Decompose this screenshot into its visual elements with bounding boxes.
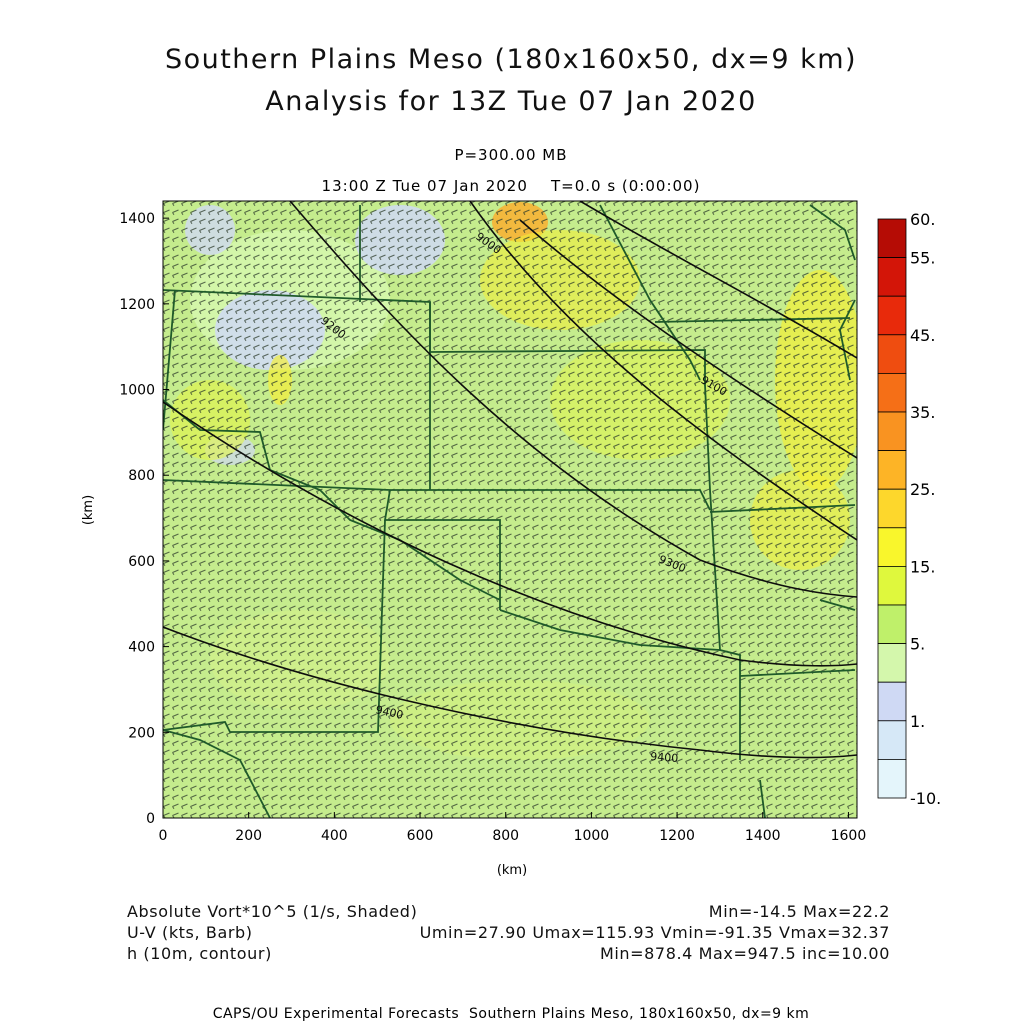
plot-frame <box>162 200 858 819</box>
contour-9400 <box>163 401 857 667</box>
field1-stats: Min=-14.5 Max=22.2 <box>708 902 890 921</box>
colorbar-cell <box>877 604 907 644</box>
colorbar-label: 35. <box>910 403 935 422</box>
colorbar-cell <box>877 527 907 567</box>
colorbar-cell <box>877 218 907 258</box>
contour-9400-south <box>163 626 857 759</box>
colorbar-label: -10. <box>910 789 941 808</box>
title-line-1: Southern Plains Meso (180x160x50, dx=9 k… <box>164 44 858 75</box>
colorbar-cell <box>877 450 907 490</box>
y-axis-label: (km) <box>81 495 96 525</box>
state-boundaries <box>163 204 856 818</box>
colorbar-cell <box>877 720 907 760</box>
height-contours <box>163 201 857 759</box>
x-tick-label: 400 <box>321 828 348 844</box>
y-tick-label: 400 <box>128 640 155 656</box>
colorbar-label: 1. <box>910 712 925 731</box>
y-tick-label: 1200 <box>119 297 155 313</box>
contour-9200 <box>469 201 857 541</box>
contour-9100 <box>519 219 857 459</box>
field3-stats: Min=878.4 Max=947.5 inc=10.00 <box>599 944 890 963</box>
x-tick-label: 1200 <box>659 828 695 844</box>
colorbar-cell <box>877 372 907 413</box>
colorbar-label: 25. <box>910 480 935 499</box>
contour-9300 <box>289 201 857 598</box>
colorbar-cell <box>877 411 907 451</box>
y-tick-label: 1400 <box>119 211 155 227</box>
contour-label-1: 9400 <box>374 703 404 722</box>
x-tick-label: 0 <box>159 828 168 844</box>
map-axes: 0 200 400 600 800 1000 1200 1400 1600 0 200 400 600 8… <box>119 211 866 844</box>
y-tick-label: 0 <box>146 811 155 827</box>
colorbar-label: 5. <box>910 635 925 654</box>
x-tick-label: 800 <box>492 828 519 844</box>
y-tick-label: 600 <box>128 554 155 570</box>
colorbar-label: 55. <box>910 249 935 268</box>
x-axis-label: (km) <box>497 863 527 878</box>
footer-credit: CAPS/OU Experimental Forecasts Southern … <box>212 1006 810 1022</box>
map-plot-area: 9400 9400 9300 9200 9100 9000 <box>163 201 857 818</box>
x-tick-label: 200 <box>235 828 262 844</box>
x-tick-label: 600 <box>407 828 434 844</box>
y-tick-label: 200 <box>128 725 155 741</box>
colorbar-cell <box>877 643 907 683</box>
wind-barbs <box>163 201 857 818</box>
colorbar-cell <box>877 334 907 374</box>
colorbar-cell <box>877 681 907 722</box>
colorbar-label: 15. <box>910 557 935 576</box>
colorbar-cell <box>877 566 907 606</box>
x-tick-label: 1400 <box>745 828 781 844</box>
colorbar-cell <box>877 295 907 336</box>
y-tick-label: 800 <box>128 468 155 484</box>
colorbar-cell <box>877 488 907 529</box>
field2-stats: Umin=27.90 Umax=115.93 Vmin=-91.35 Vmax=… <box>419 923 890 942</box>
x-tick-label: 1000 <box>574 828 610 844</box>
colorbar-cell <box>877 257 907 297</box>
colorbar: 60. 55. 45. 35. 25. 15. 5. 1. -10. <box>877 210 941 808</box>
field2-name: U-V (kts, Barb) <box>127 923 253 942</box>
field1-name: Absolute Vort*10^5 (1/s, Shaded) <box>127 902 418 921</box>
contour-label-2: 9400 <box>650 750 679 765</box>
field3-name: h (10m, contour) <box>127 944 272 963</box>
colorbar-label: 45. <box>910 326 935 345</box>
colorbar-label: 60. <box>910 210 935 229</box>
pressure-level: P=300.00 MB <box>454 146 568 164</box>
colorbar-cell <box>877 759 907 799</box>
y-tick-label: 1000 <box>119 383 155 399</box>
contour-9000 <box>579 201 857 359</box>
title-line-2: Analysis for 13Z Tue 07 Jan 2020 <box>265 86 757 117</box>
valid-time: 13:00 Z Tue 07 Jan 2020 T=0.0 s (0:00:00… <box>321 177 701 195</box>
x-tick-label: 1600 <box>831 828 867 844</box>
